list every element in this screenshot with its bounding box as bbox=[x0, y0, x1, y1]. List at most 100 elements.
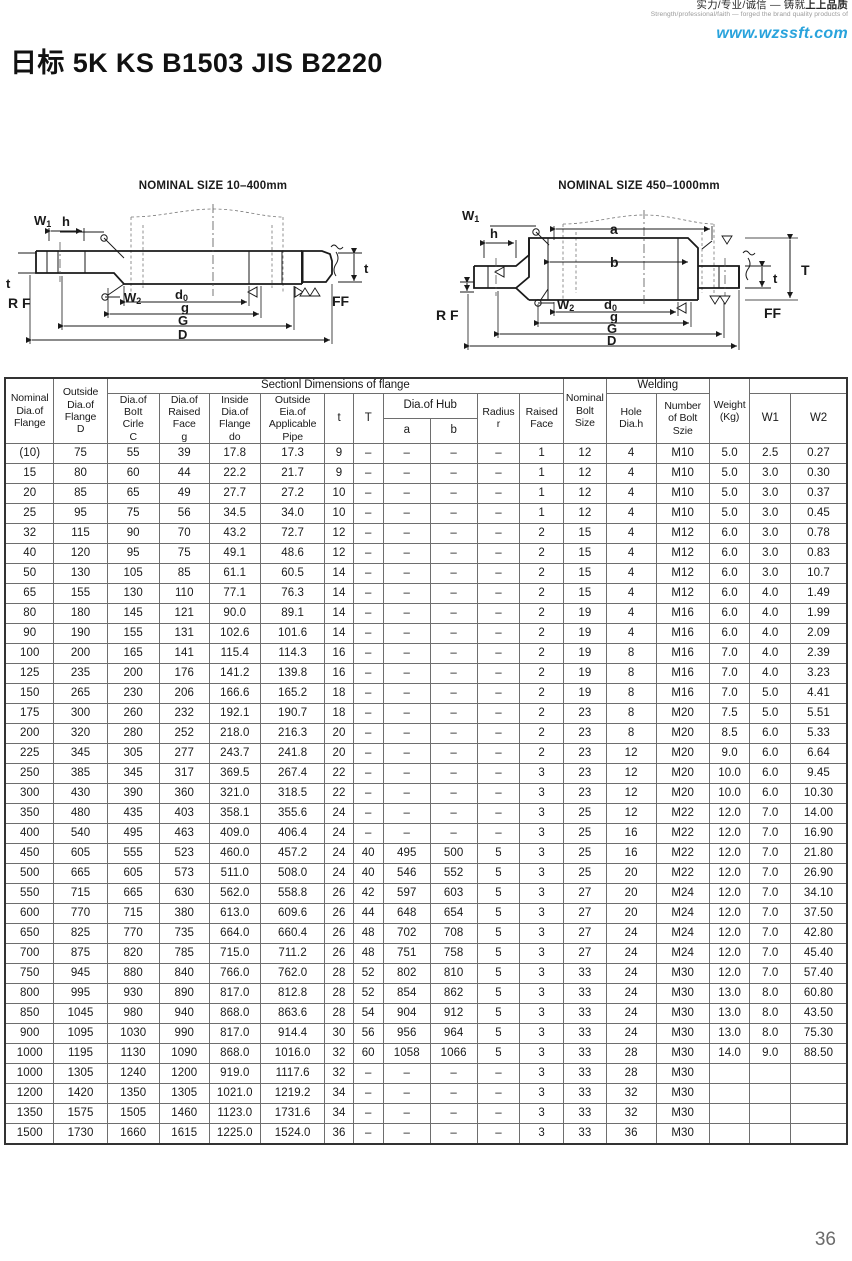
cell-hole_dia_h: 25 bbox=[563, 843, 607, 865]
cell-w1 bbox=[708, 1083, 751, 1105]
cell-T: – bbox=[352, 1063, 384, 1085]
cell-weight: 21.80 bbox=[790, 843, 848, 865]
cell-dia_bolt_circle_C: 280 bbox=[106, 723, 160, 745]
cell-t: 34 bbox=[324, 1083, 354, 1105]
cell-dia_raised_face_g: 463 bbox=[158, 823, 210, 845]
cell-w1: 5.0 bbox=[708, 483, 751, 505]
cell-T: – bbox=[352, 463, 384, 485]
cell-hub_a: – bbox=[382, 443, 431, 465]
cell-T: 56 bbox=[352, 1023, 384, 1045]
table-row: 20 85 65 49 27.7 27.2 10– – – –1 12 4 M10 5.0 3.0 0.37 bbox=[4, 483, 848, 505]
cell-t: 10 bbox=[324, 503, 354, 525]
brand-website-url[interactable]: www.wzssft.com bbox=[716, 24, 848, 42]
cell-T: 42 bbox=[352, 883, 384, 905]
cell-hub_b: – bbox=[429, 523, 478, 545]
cell-radius_r: – bbox=[476, 1083, 521, 1105]
cell-T: – bbox=[352, 563, 384, 585]
cell-raised_face: 1 bbox=[519, 463, 565, 485]
cell-nominal_bolt_size: M30 bbox=[655, 1083, 710, 1105]
table-body: (10) 75 55 39 17.8 17.3 9– – – –1 12 4 M10 5.0 2.5 0.27… bbox=[4, 443, 848, 1145]
cell-nominal_dia_flange: 150 bbox=[4, 683, 55, 705]
cell-hub_a: 702 bbox=[382, 923, 431, 945]
cell-nominal_bolt_size: M30 bbox=[655, 963, 710, 985]
cell-hole_dia_h: 12 bbox=[563, 483, 607, 505]
flange-section-drawing-small: W1 h t R F W2 d0 g G D t FF bbox=[6, 204, 369, 344]
cell-outside_dia_flange_D: 235 bbox=[53, 663, 108, 685]
cell-nominal_bolt_size: M12 bbox=[655, 563, 710, 585]
cell-hub_a: – bbox=[382, 1083, 431, 1105]
col-nominal-dia-flange: Nominal Dia.of Flange bbox=[4, 377, 55, 445]
cell-T: – bbox=[352, 823, 384, 845]
cell-hub_b: – bbox=[429, 443, 478, 465]
cell-outside_dia_pipe: 863.6 bbox=[259, 1003, 326, 1025]
cell-dia_raised_face_g: 403 bbox=[158, 803, 210, 825]
cell-nominal_dia_flange: 650 bbox=[4, 923, 55, 945]
cell-raised_face: 3 bbox=[519, 803, 565, 825]
cell-hub_a: – bbox=[382, 703, 431, 725]
cell-nominal_dia_flange: 900 bbox=[4, 1023, 55, 1045]
cell-weight: 14.00 bbox=[790, 803, 848, 825]
cell-w2: 5.0 bbox=[749, 703, 792, 725]
cell-outside_dia_flange_D: 665 bbox=[53, 863, 108, 885]
cell-nominal_bolt_size: M20 bbox=[655, 723, 710, 745]
cell-w1: 12.0 bbox=[708, 943, 751, 965]
cell-T: – bbox=[352, 503, 384, 525]
cell-hub_b: – bbox=[429, 543, 478, 565]
cell-w1: 7.0 bbox=[708, 663, 751, 685]
cell-T: – bbox=[352, 583, 384, 605]
table-row: 175 300 260 232 192.1 190.7 18– – – –2 23 8 M20 7.5 5.… bbox=[4, 703, 848, 725]
cell-w1 bbox=[708, 1063, 751, 1085]
cell-raised_face: 2 bbox=[519, 543, 565, 565]
cell-hub_a: 648 bbox=[382, 903, 431, 925]
col-outside-dia-flange: Outside Dia.of Flange D bbox=[53, 377, 108, 445]
cell-radius_r: – bbox=[476, 443, 521, 465]
cell-dia_bolt_circle_C: 880 bbox=[106, 963, 160, 985]
label-RF: R F bbox=[436, 307, 459, 323]
cell-raised_face: 2 bbox=[519, 563, 565, 585]
table-row: 40 120 95 75 49.1 48.6 12– – – –2 15 4 M12 6.0 3.0 0.83 bbox=[4, 543, 848, 565]
cell-w2: 6.0 bbox=[749, 763, 792, 785]
cell-w1: 10.0 bbox=[708, 783, 751, 805]
cell-hub_a: 495 bbox=[382, 843, 431, 865]
cell-radius_r: – bbox=[476, 503, 521, 525]
cell-w1: 12.0 bbox=[708, 963, 751, 985]
cell-w2: 7.0 bbox=[749, 803, 792, 825]
cell-hub_b: 758 bbox=[429, 943, 478, 965]
cell-inside_dia_flange_do: 218.0 bbox=[208, 723, 261, 745]
cell-outside_dia_flange_D: 995 bbox=[53, 983, 108, 1005]
cell-inside_dia_flange_do: 115.4 bbox=[208, 643, 261, 665]
cell-nominal_dia_flange: 1500 bbox=[4, 1123, 55, 1145]
cell-nominal_dia_flange: 1350 bbox=[4, 1103, 55, 1125]
cell-nominal_bolt_size: M16 bbox=[655, 643, 710, 665]
cell-nominal_bolt_size: M20 bbox=[655, 743, 710, 765]
cell-dia_raised_face_g: 56 bbox=[158, 503, 210, 525]
cell-inside_dia_flange_do: 613.0 bbox=[208, 903, 261, 925]
cell-number_of_bolt: 24 bbox=[605, 1003, 657, 1025]
cell-nominal_bolt_size: M30 bbox=[655, 1023, 710, 1045]
cell-raised_face: 3 bbox=[519, 1103, 565, 1125]
table-row: 225 345 305 277 243.7 241.8 20– – – –2 23 12 M20 9.0 6… bbox=[4, 743, 848, 765]
cell-raised_face: 2 bbox=[519, 643, 565, 665]
cell-outside_dia_flange_D: 180 bbox=[53, 603, 108, 625]
cell-dia_bolt_circle_C: 260 bbox=[106, 703, 160, 725]
cell-dia_bolt_circle_C: 165 bbox=[106, 643, 160, 665]
cell-w1: 13.0 bbox=[708, 1023, 751, 1045]
cell-raised_face: 1 bbox=[519, 503, 565, 525]
cell-outside_dia_flange_D: 155 bbox=[53, 583, 108, 605]
brand-slogan-chinese: 实力/专业/诚信 — 铸就上上品质 bbox=[696, 0, 848, 11]
table-row: 700 875 820 785 715.0 711.2 26 48 751 758 5 3 27 24 M2… bbox=[4, 943, 848, 965]
cell-inside_dia_flange_do: 102.6 bbox=[208, 623, 261, 645]
cell-t: 28 bbox=[324, 1003, 354, 1025]
cell-t: 32 bbox=[324, 1063, 354, 1085]
cell-outside_dia_pipe: 165.2 bbox=[259, 683, 326, 705]
cell-outside_dia_flange_D: 605 bbox=[53, 843, 108, 865]
cell-raised_face: 3 bbox=[519, 1023, 565, 1045]
col-outside-dia-applicable-pipe: Outside Eia.of Applicable Pipe bbox=[259, 392, 326, 445]
cell-inside_dia_flange_do: 664.0 bbox=[208, 923, 261, 945]
cell-hub_b: – bbox=[429, 683, 478, 705]
header-row-groups: Nominal Dia.of Flange Outside Dia.of Fla… bbox=[4, 377, 847, 445]
cell-dia_bolt_circle_C: 305 bbox=[106, 743, 160, 765]
cell-radius_r: 5 bbox=[476, 883, 521, 905]
cell-number_of_bolt: 8 bbox=[605, 683, 657, 705]
cell-dia_raised_face_g: 990 bbox=[158, 1023, 210, 1045]
